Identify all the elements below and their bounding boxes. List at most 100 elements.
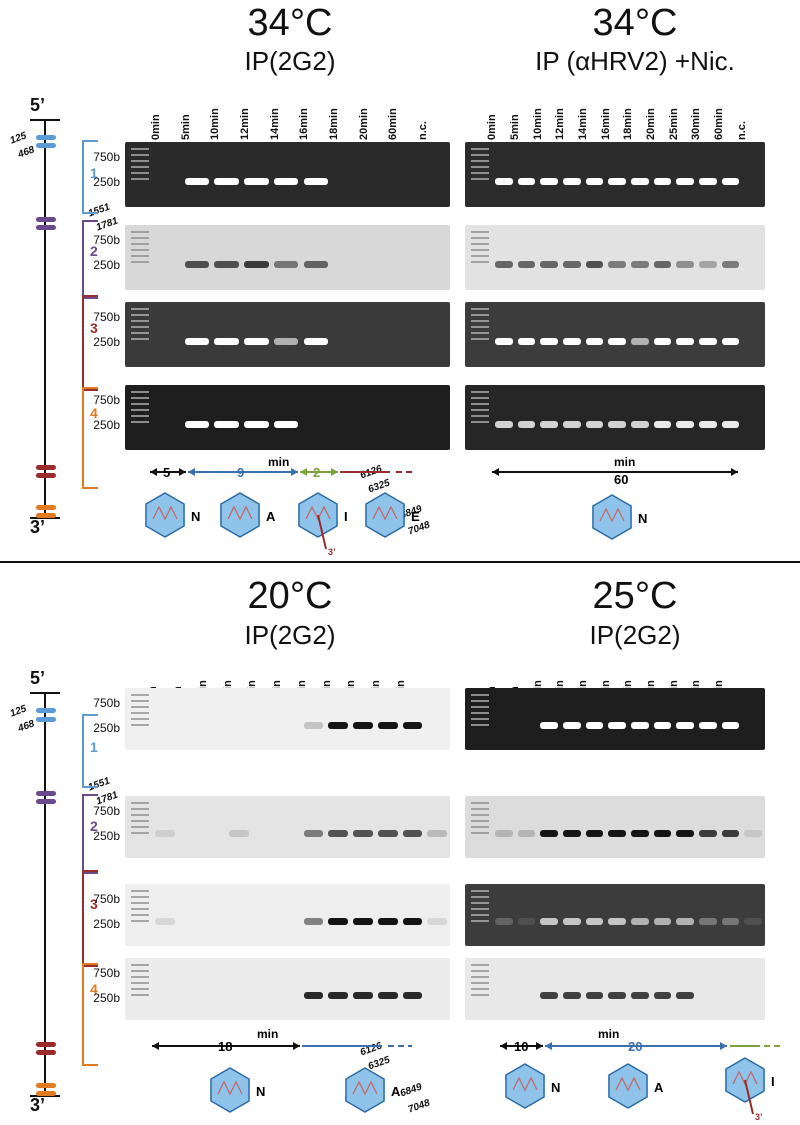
dna-band (303, 177, 329, 185)
ladder-band (131, 970, 149, 972)
dna-band (744, 918, 762, 926)
genome-bottom-cap (30, 517, 60, 519)
dna-band (214, 337, 240, 345)
dna-band (155, 830, 175, 838)
capsid-letter: E (411, 509, 420, 524)
primer-mark (36, 217, 56, 222)
dna-band (402, 918, 423, 926)
ladder-band (471, 231, 489, 233)
dna-band (585, 177, 604, 185)
gel-image (465, 385, 765, 450)
dna-band (273, 260, 299, 268)
genome-bottom-cap (30, 1095, 60, 1097)
marker-750: 750b (93, 393, 120, 407)
dna-band (328, 830, 348, 838)
ladder-band (131, 314, 149, 316)
ladder-band (131, 700, 149, 702)
dna-band (653, 260, 672, 268)
dna-band (631, 830, 649, 838)
dna-band (608, 260, 626, 268)
subtitle-20c: IP(2G2) (244, 620, 336, 650)
amplicon-bracket (82, 295, 98, 391)
dna-band (328, 722, 348, 730)
ladder-band (471, 832, 489, 834)
dna-band (631, 337, 649, 345)
dna-band (495, 260, 513, 268)
dna-band (585, 722, 604, 730)
dna-band (585, 260, 604, 268)
marker-750: 750b (93, 966, 120, 980)
amplicon-bracket (82, 794, 98, 875)
primer-mark (36, 135, 56, 140)
title-25c: 25°C (592, 575, 678, 617)
subtitle-left-top: IP(2G2) (244, 46, 336, 76)
dna-band (699, 337, 717, 345)
ladder-band (471, 826, 489, 828)
marker-250: 250b (93, 721, 120, 735)
dna-band (377, 918, 398, 926)
ladder-band (131, 908, 149, 910)
ladder-band (471, 326, 489, 328)
gel-image (465, 142, 765, 207)
timeline-value: 18 (218, 1039, 232, 1054)
dna-band (328, 992, 348, 1000)
ladder-band (471, 403, 489, 405)
ladder-band (131, 409, 149, 411)
dna-band (563, 260, 581, 268)
ladder-band (131, 148, 149, 150)
dna-band (303, 260, 329, 268)
dna-band (631, 918, 649, 926)
ladder-band (471, 391, 489, 393)
ladder-band (471, 338, 489, 340)
arrow-20-head (720, 1042, 727, 1050)
dna-band (585, 830, 604, 838)
dna-band (585, 992, 604, 1000)
dna-band (608, 420, 626, 428)
ladder-band (471, 706, 489, 708)
dna-band (608, 918, 626, 926)
primer-mark (36, 708, 56, 714)
gel-image (125, 688, 450, 750)
arrow-60-head (731, 468, 738, 476)
dna-band (303, 918, 324, 926)
dna-band (540, 992, 558, 1000)
dna-band (214, 260, 240, 268)
ladder-band (131, 896, 149, 898)
dna-band (631, 420, 649, 428)
gel-image (465, 796, 765, 858)
dna-band (585, 337, 604, 345)
gel-image (125, 142, 450, 207)
dna-band (540, 722, 558, 730)
genome-line (44, 694, 46, 1095)
dna-band (563, 918, 581, 926)
marker-250: 250b (93, 418, 120, 432)
capsid-shape (220, 492, 260, 538)
rna-tail (744, 1079, 754, 1115)
dna-band (303, 992, 324, 1000)
capsid-shape (345, 1067, 385, 1113)
ladder-band (131, 814, 149, 816)
ladder-band (471, 178, 489, 180)
dna-band (427, 918, 447, 926)
ladder-band (471, 976, 489, 978)
marker-750: 750b (93, 233, 120, 247)
gel-image (465, 884, 765, 946)
amplicon-bracket (82, 713, 98, 789)
primer-mark (36, 1050, 56, 1056)
ladder-band (131, 172, 149, 174)
ladder-band (471, 920, 489, 922)
primer-mark (36, 225, 56, 230)
ladder-band (471, 914, 489, 916)
ladder-band (471, 718, 489, 720)
marker-750: 750b (93, 150, 120, 164)
dna-band (495, 830, 513, 838)
timeline-value: 9 (237, 465, 244, 480)
amplicon-label: 3 (90, 320, 98, 336)
dna-band (653, 918, 672, 926)
dna-band (676, 337, 694, 345)
rna-3prime-label: 3’ (328, 547, 336, 557)
capsid-letter: N (256, 1084, 265, 1099)
dna-band (563, 992, 581, 1000)
dna-band (402, 992, 423, 1000)
capsid-rna (227, 505, 253, 521)
